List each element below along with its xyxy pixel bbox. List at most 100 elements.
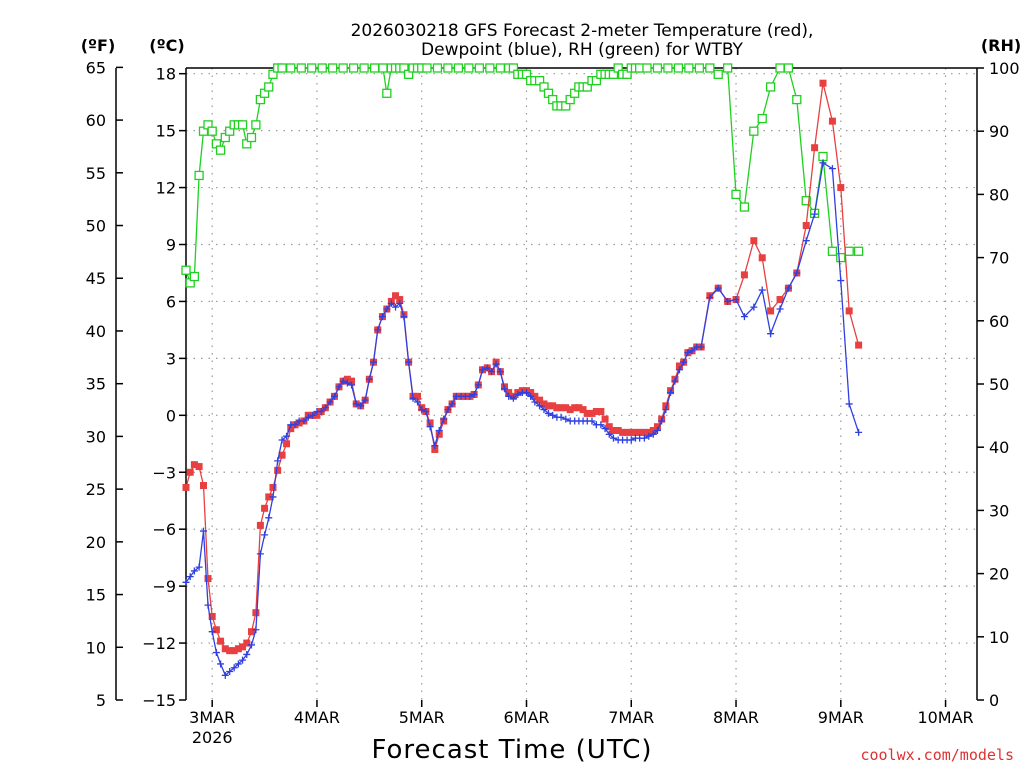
dewpoint-point	[531, 398, 539, 406]
temperature-point	[605, 423, 613, 431]
temperature-point	[230, 647, 238, 655]
dewpoint-point	[448, 400, 456, 408]
x-tick-label: 7MAR	[608, 708, 654, 727]
dewpoint-point	[440, 415, 448, 423]
dewpoint-point	[688, 347, 696, 355]
dewpoint-point	[422, 408, 430, 416]
fahrenheit-tick-label: 25	[86, 480, 106, 499]
temperature-point	[750, 237, 758, 245]
dewpoint-point	[474, 381, 482, 389]
dewpoint-point	[496, 368, 504, 376]
temperature-point	[278, 451, 286, 459]
dewpoint-point	[317, 408, 325, 416]
dewpoint-point	[321, 404, 329, 412]
dewpoint-point	[653, 426, 661, 434]
fahrenheit-tick-label: 45	[86, 269, 106, 288]
temperature-point	[811, 144, 819, 152]
dewpoint-point	[208, 628, 216, 636]
rh-point	[582, 82, 592, 92]
dewpoint-point	[845, 400, 853, 408]
dewpoint-point	[667, 389, 675, 397]
temperature-point	[553, 404, 561, 412]
temperature-point	[256, 521, 264, 529]
temperature-point	[819, 79, 827, 87]
rh-point	[775, 63, 785, 73]
temperature-point	[575, 404, 583, 412]
fahrenheit-tick-label: 20	[86, 533, 106, 552]
dewpoint-point	[544, 409, 552, 417]
celsius-tick-label: 9	[166, 236, 176, 255]
dewpoint-point	[675, 366, 683, 374]
dewpoint-point	[186, 573, 194, 581]
dewpoint-point	[212, 649, 220, 657]
rh-tick-label: 20	[989, 565, 1009, 584]
rh-point	[189, 271, 200, 282]
dewpoint-point	[645, 432, 653, 440]
dewpoint-point	[522, 389, 530, 397]
dewpoint-point	[509, 394, 517, 402]
dewpoint-point	[226, 668, 234, 676]
dewpoint-point	[500, 385, 508, 393]
dewpoint-point	[330, 392, 338, 400]
rh-point	[836, 252, 846, 263]
celsius-tick-label: −6	[152, 520, 176, 539]
rh-point	[277, 63, 287, 73]
rh-point	[705, 63, 715, 73]
temperature-point	[588, 409, 596, 417]
rh-point	[246, 132, 257, 143]
rh-tick-label: 50	[989, 375, 1009, 394]
rh-tick-label: 0	[989, 691, 999, 710]
rh-point	[338, 63, 348, 73]
dewpoint-point	[540, 406, 548, 414]
temperature-point	[186, 468, 194, 476]
rh-tick-label: 90	[989, 122, 1009, 141]
dewpoint-point	[562, 415, 570, 423]
dewpoint-point	[190, 567, 198, 575]
dewpoint-point	[758, 286, 766, 294]
x-tick-sublabel: 2026	[192, 728, 233, 747]
rh-tick-label: 60	[989, 312, 1009, 331]
temperature-point	[640, 428, 648, 436]
temperature-point	[767, 307, 775, 315]
temperature-point	[645, 428, 653, 436]
dewpoint-point	[649, 430, 657, 438]
dewpoint-point	[527, 392, 535, 400]
dewpoint-point	[182, 578, 190, 586]
dewpoint-point	[204, 601, 212, 609]
temperature-point	[252, 609, 260, 617]
rh-point	[652, 63, 663, 73]
dewpoint-point	[400, 313, 408, 321]
dewpoint-point	[605, 430, 613, 438]
dewpoint-point	[291, 421, 299, 429]
x-tick-label: 6MAR	[503, 708, 549, 727]
temperature-point	[566, 406, 574, 414]
rh-point	[328, 63, 338, 73]
temperature-point	[221, 645, 229, 653]
temperature-point	[234, 645, 242, 653]
rh-point	[757, 113, 767, 124]
celsius-tick-label: −3	[152, 463, 176, 482]
dewpoint-point	[819, 159, 827, 167]
temperature-point	[435, 430, 443, 438]
dewpoint-point	[478, 366, 486, 374]
temperature-line	[185, 83, 860, 652]
temperature-point	[592, 408, 600, 416]
rh-point	[307, 63, 317, 73]
dewpoint-point	[352, 400, 360, 408]
dewpoint-point	[418, 406, 426, 414]
temperature-series	[182, 79, 863, 655]
dewpoint-point	[793, 269, 801, 277]
celsius-unit-label: (ºC)	[149, 36, 184, 55]
temperature-point	[627, 428, 635, 436]
dewpoint-point	[662, 406, 670, 414]
rh-point	[713, 69, 723, 79]
dewpoint-point	[802, 237, 810, 245]
temperature-point	[226, 647, 234, 655]
temperature-point	[348, 377, 356, 385]
celsius-tick-label: 15	[156, 122, 176, 141]
rh-tick-label: 30	[989, 501, 1009, 520]
temperature-point	[855, 341, 863, 349]
rh-point	[694, 63, 705, 73]
temperature-point	[531, 392, 539, 400]
fahrenheit-tick-label: 10	[86, 638, 106, 657]
